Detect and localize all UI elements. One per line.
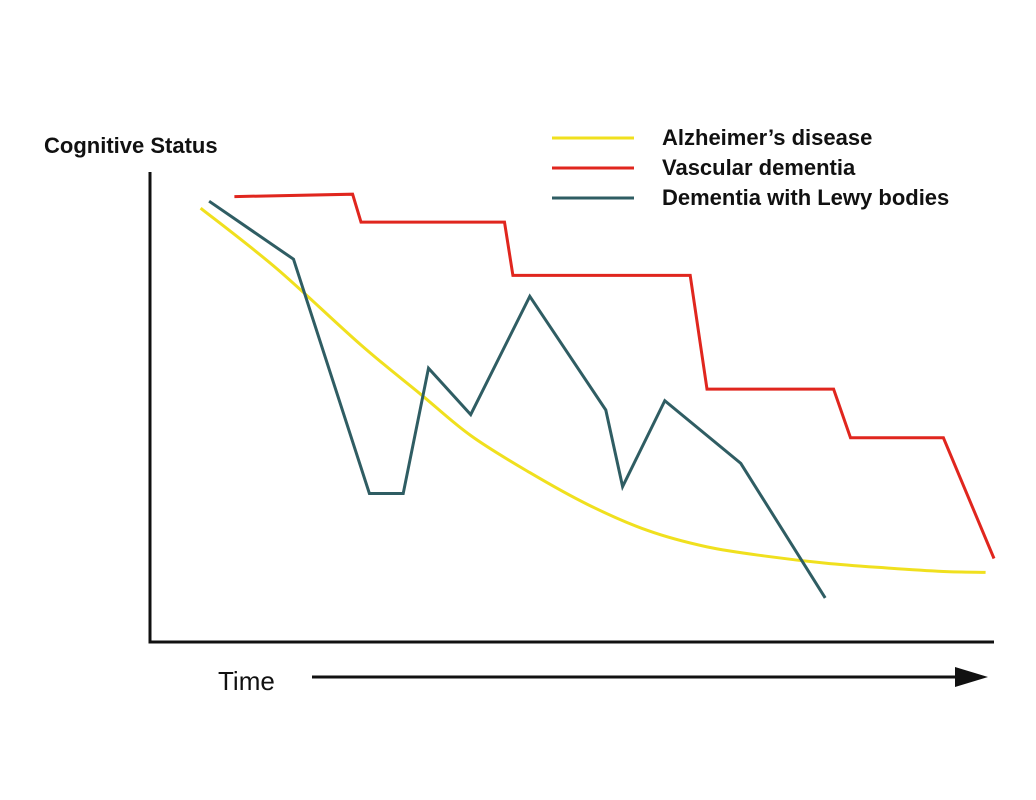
legend: Alzheimer’s disease Vascular dementia Deme… bbox=[552, 125, 949, 210]
legend-label-dementia-with-lewy-bodies: Dementia with Lewy bodies bbox=[662, 185, 949, 210]
x-axis-label: Time bbox=[218, 666, 275, 696]
legend-label-vascular-dementia: Vascular dementia bbox=[662, 155, 856, 180]
time-arrow-head bbox=[955, 667, 988, 687]
y-axis-label: Cognitive Status bbox=[44, 133, 218, 158]
series-line-alzheimers-disease bbox=[199, 207, 986, 574]
series-line-dementia-with-lewy-bodies bbox=[208, 199, 827, 599]
series-layer bbox=[199, 192, 996, 599]
legend-label-alzheimers-disease: Alzheimer’s disease bbox=[662, 125, 872, 150]
series-line-vascular-dementia bbox=[234, 192, 996, 560]
